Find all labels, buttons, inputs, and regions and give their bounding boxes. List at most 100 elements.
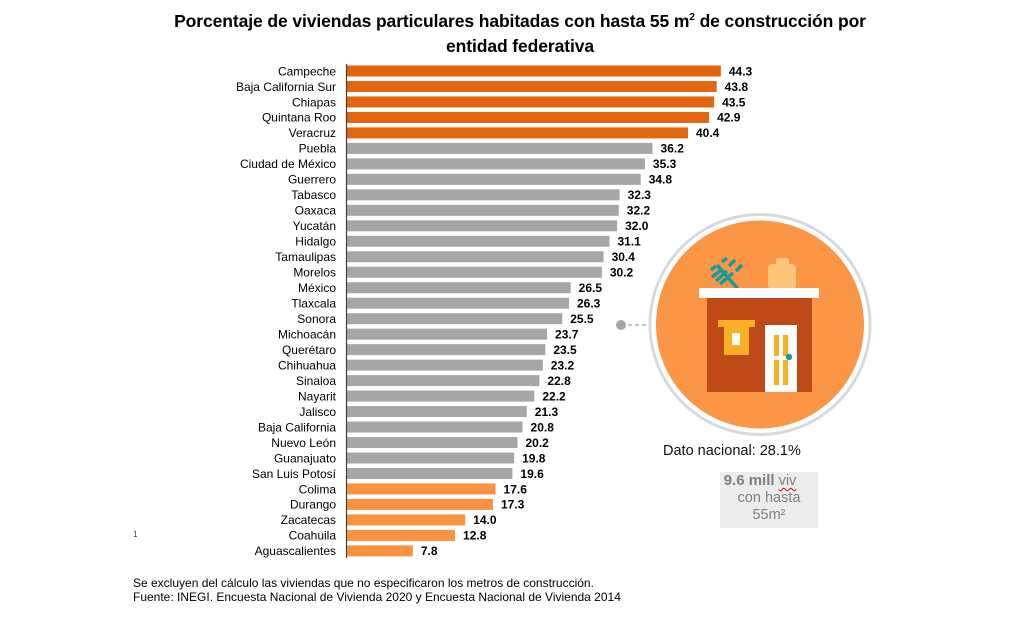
value-label: 43.8	[725, 80, 749, 94]
bar	[347, 204, 619, 216]
category-label: Nuevo León	[271, 436, 336, 450]
value-label: 32.2	[627, 204, 651, 218]
bar	[347, 344, 546, 356]
title-superscript: 2	[689, 12, 695, 23]
bar	[347, 514, 466, 526]
bar	[347, 467, 513, 479]
category-label: Veracruz	[289, 126, 336, 140]
category-label: Campeche	[278, 64, 336, 78]
value-label: 12.8	[463, 529, 487, 543]
category-label: Morelos	[293, 266, 336, 280]
bar	[347, 545, 413, 557]
value-label: 14.0	[473, 513, 497, 527]
value-label: 32.0	[625, 219, 649, 233]
value-label: 34.8	[649, 173, 673, 187]
value-label: 17.3	[501, 498, 525, 512]
value-label: 25.5	[570, 312, 594, 326]
category-label: Puebla	[299, 142, 337, 156]
value-label: 22.2	[542, 389, 566, 403]
bar	[347, 65, 721, 77]
bar	[347, 359, 543, 371]
value-label: 31.1	[617, 235, 641, 249]
category-label: Chiapas	[292, 95, 336, 109]
bar	[347, 297, 569, 309]
bar	[347, 452, 515, 464]
category-label: Durango	[290, 498, 336, 512]
stat-unit: viv	[778, 473, 797, 489]
footnote-mark: 1	[133, 530, 138, 539]
bar	[347, 483, 496, 495]
bar	[347, 251, 604, 263]
stat-big: 9.6 mill	[723, 472, 775, 489]
bar	[347, 406, 527, 418]
bar	[347, 142, 653, 154]
door-icon	[765, 325, 797, 392]
category-label: Sinaloa	[296, 374, 336, 388]
value-labels: 44.3 43.843.5 42.940.4 36.235.3 34.832.3 32.2…	[421, 64, 753, 558]
antenna-icon	[709, 256, 744, 291]
bar	[347, 80, 717, 92]
category-label: Zacatecas	[281, 513, 336, 527]
note-exclusion: Se excluyen del cálculo las viviendas qu…	[133, 576, 594, 590]
category-label: Oaxaca	[295, 204, 337, 218]
house-infographic	[648, 213, 872, 436]
notes: Se excluyen del cálculo las viviendas qu…	[133, 576, 621, 604]
value-label: 42.9	[717, 111, 741, 125]
bar	[347, 498, 494, 510]
bar	[347, 390, 535, 402]
value-label: 21.3	[535, 405, 559, 419]
value-label: 26.5	[579, 281, 603, 295]
bar	[347, 437, 518, 449]
stat-line3: 55m²	[752, 507, 786, 523]
category-label: Aguascalientes	[255, 544, 336, 558]
bar	[347, 529, 456, 541]
window-icon	[718, 320, 755, 355]
bar	[347, 127, 688, 139]
bar	[347, 96, 715, 108]
bar	[347, 375, 540, 387]
bar	[347, 266, 602, 278]
door-knob	[785, 353, 793, 361]
value-label: 23.2	[551, 358, 575, 372]
category-label: Yucatán	[293, 219, 336, 233]
value-label: 7.8	[421, 544, 438, 558]
national-connector	[616, 320, 649, 330]
value-label: 32.3	[628, 188, 652, 202]
bar	[347, 328, 548, 340]
value-label: 22.8	[547, 374, 571, 388]
category-label: Hidalgo	[295, 235, 336, 249]
title-part1: Porcentaje de viviendas particulares hab…	[174, 11, 690, 31]
value-label: 23.7	[555, 327, 579, 341]
bar	[347, 282, 571, 294]
bar	[347, 158, 645, 170]
category-label: México	[298, 281, 336, 295]
stat-box: 9.6 mill viv con hasta 55m²	[720, 472, 818, 528]
value-label: 23.5	[553, 343, 577, 357]
chart-title: Porcentaje de viviendas particulares hab…	[130, 9, 910, 59]
value-label: 19.6	[520, 467, 544, 481]
value-label: 17.6	[504, 482, 528, 496]
national-value-label: Dato nacional: 28.1%	[663, 443, 801, 459]
category-label: Jalisco	[299, 405, 336, 419]
title-line2: entidad federativa	[446, 36, 594, 56]
bar	[347, 111, 710, 123]
category-label: Chihuahua	[278, 358, 336, 372]
value-label: 36.2	[661, 142, 685, 156]
value-label: 30.2	[610, 266, 634, 280]
value-label: 20.2	[525, 436, 549, 450]
category-label: Nayarit	[298, 389, 337, 403]
category-label: San Luis Potosí	[252, 467, 337, 481]
category-label: Baja California	[258, 420, 336, 434]
connector-dot	[616, 320, 626, 330]
stat-line1: 9.6 mill viv	[702, 472, 818, 490]
category-label: Tlaxcala	[291, 297, 336, 311]
value-label: 43.5	[722, 95, 746, 109]
title-part2: de construcción por	[694, 11, 866, 31]
category-label: Quintana Roo	[262, 111, 336, 125]
category-label: Guerrero	[288, 173, 336, 187]
category-label: Tamaulipas	[275, 250, 336, 264]
bars-group	[347, 65, 721, 557]
value-label: 30.4	[612, 250, 636, 264]
